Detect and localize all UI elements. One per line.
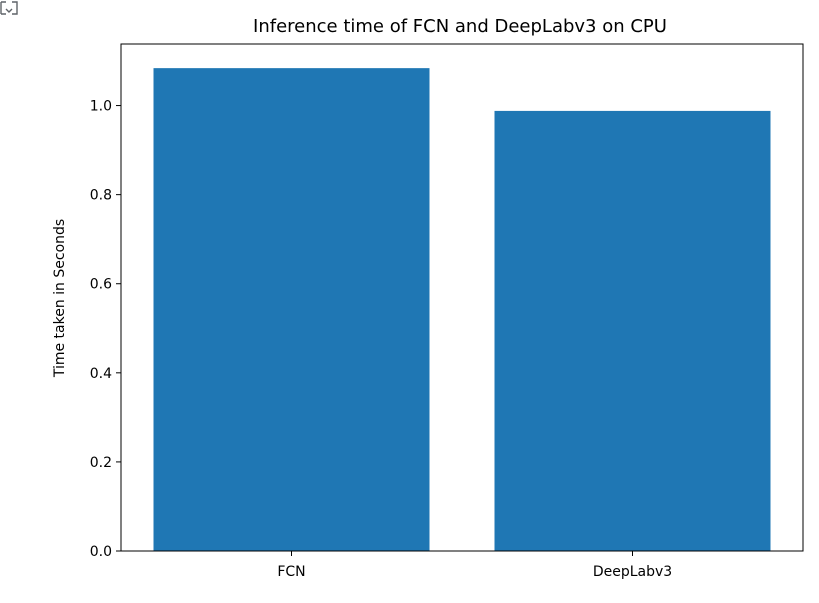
y-tick-label: 0.2: [90, 455, 112, 471]
y-tick-label: 1.0: [90, 99, 112, 115]
y-tick-label: 0.4: [90, 366, 112, 382]
y-axis-label: Time taken in Seconds: [52, 219, 68, 378]
chart-title: Inference time of FCN and DeepLabv3 on C…: [253, 16, 667, 37]
y-tick-label: 0.8: [90, 188, 112, 204]
x-tick-label: FCN: [277, 564, 305, 580]
y-tick-label: 0.0: [90, 544, 112, 560]
y-tick-label: 0.6: [90, 277, 112, 293]
plot-frame: [120, 43, 804, 552]
plot-area: FCN DeepLabv3 0.0 0.2 0.4 0.6 0.8 1.0: [90, 43, 804, 580]
x-tick-label: DeepLabv3: [593, 564, 672, 580]
bar-fcn: [153, 68, 430, 552]
output-expand-icon[interactable]: [0, 0, 18, 24]
bar-deeplabv3: [494, 110, 771, 551]
